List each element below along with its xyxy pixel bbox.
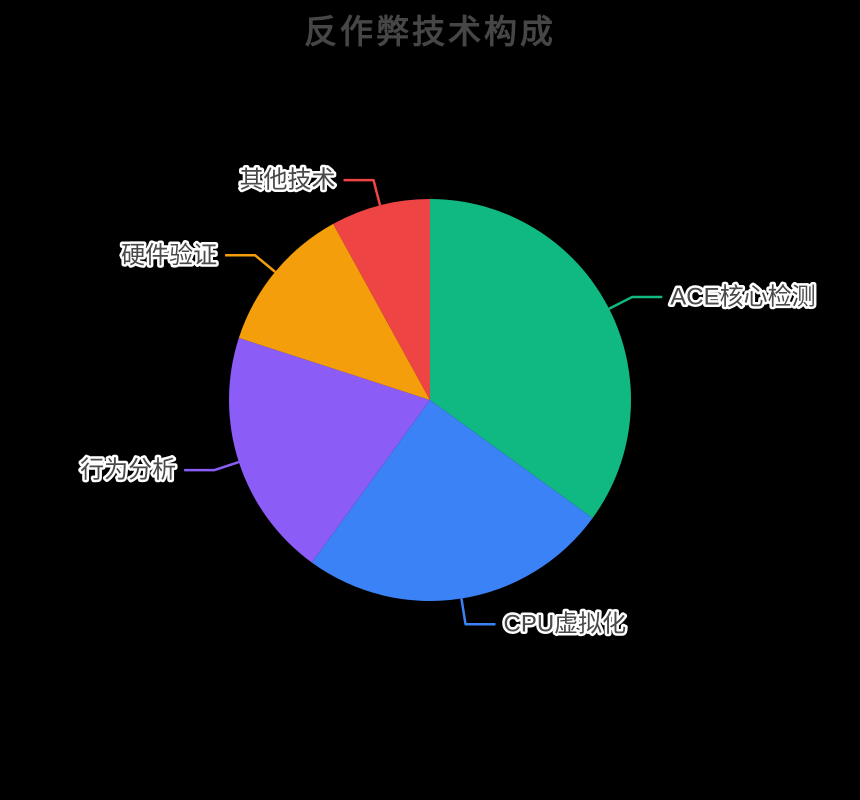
pie-leader-line-2 (184, 460, 240, 472)
pie-label-4: 其他技术 (240, 167, 336, 194)
pie-leader-line-1 (460, 598, 496, 626)
pie-slice-4[interactable] (333, 199, 430, 400)
pie-label-3: 硬件验证 (121, 242, 217, 269)
pie-leader-line-4 (343, 178, 382, 206)
pie-leader-line-0 (608, 295, 663, 310)
chart-title: 反作弊技术构成 (304, 13, 556, 50)
pie-slice-0[interactable] (430, 199, 631, 519)
pie-slice-3[interactable] (238, 223, 430, 400)
pie-leader-line-3 (225, 254, 276, 273)
pie-slice-1[interactable] (311, 400, 593, 601)
pie-slice-2[interactable] (229, 337, 430, 563)
pie-label-0: ACE核心检测 (670, 283, 815, 310)
pie-label-2: 行为分析 (80, 457, 176, 484)
pie-label-1: CPU虚拟化 (504, 611, 627, 638)
